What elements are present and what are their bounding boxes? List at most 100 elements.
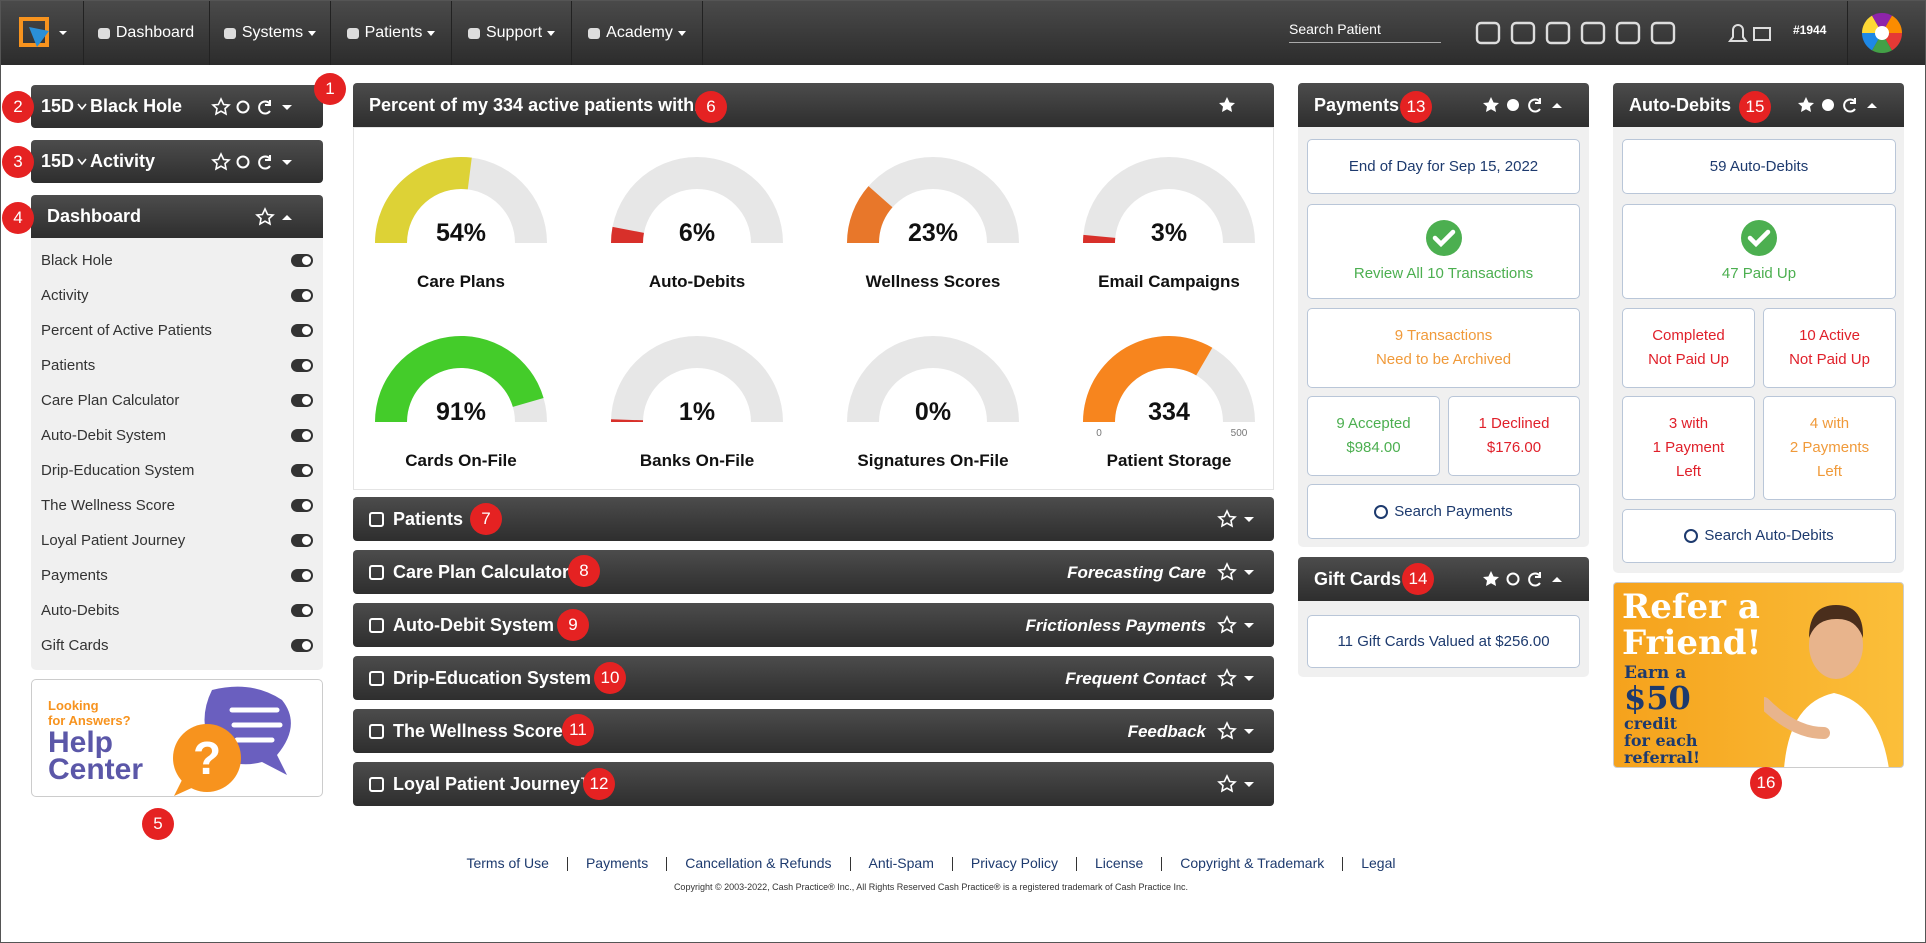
help-center[interactable]: ? Looking for Answers? Help Center [31, 679, 323, 797]
toggle[interactable] [291, 324, 313, 337]
caret-icon [1244, 729, 1254, 734]
nav-item[interactable]: Dashboard [83, 1, 210, 65]
panel-header[interactable]: Gift Cards [1298, 557, 1589, 601]
footer-separator [1342, 857, 1344, 871]
logo-mark [29, 27, 49, 47]
footer-link[interactable]: Payments [585, 855, 649, 871]
gauge-min: 0 [1096, 428, 1102, 439]
caret [77, 103, 87, 110]
top-nav: Dashboard Systems Patients Support Academy Se… [1, 1, 1925, 65]
bell-icon [1728, 24, 1748, 42]
header-icons [211, 152, 292, 171]
section-subtitle: Forecasting Care [1067, 563, 1206, 582]
panel-title: Dashboard [47, 206, 142, 226]
section-header[interactable]: Care Plan Calculator Forecasting Care [353, 550, 1274, 594]
toggle[interactable] [291, 429, 313, 442]
gauge-value [611, 419, 644, 422]
nav-item[interactable]: Academy [572, 1, 703, 65]
end-of-day[interactable]: End of Day for Sep 15, 2022 [1307, 139, 1580, 194]
nav-item[interactable]: Systems [210, 1, 331, 65]
toggle[interactable] [291, 499, 313, 512]
refresh-icon [1528, 572, 1541, 587]
header-icons [1219, 97, 1235, 112]
toggle[interactable] [291, 639, 313, 652]
caret-icon [1867, 103, 1877, 108]
gauge-label: Patient Storage [1107, 451, 1232, 470]
gift-summary[interactable]: 11 Gift Cards Valued at $256.00 [1307, 615, 1580, 668]
footer-link[interactable]: Privacy Policy [970, 855, 1059, 871]
star-icon [1798, 97, 1814, 112]
caret-icon [282, 215, 292, 220]
nav-item[interactable]: Support [452, 1, 572, 65]
footer-link[interactable]: Cancellation & Refunds [685, 855, 832, 871]
one-left-box[interactable]: 3 with 1 Payment Left [1622, 396, 1755, 500]
caret-icon [282, 160, 292, 165]
two-left-box[interactable]: 4 with 2 Payments Left [1763, 396, 1896, 500]
gauge-value-label: 3% [1151, 219, 1187, 247]
toggle[interactable] [291, 289, 313, 302]
gauge-track [1083, 156, 1255, 243]
face [1809, 611, 1863, 679]
panel-title: Auto-Debits [1629, 94, 1731, 115]
section-subtitle: Frequent Contact [1065, 669, 1206, 688]
panel-header[interactable]: Payments [1298, 83, 1589, 127]
accepted-box[interactable]: 9 Accepted $984.00 [1307, 396, 1440, 476]
star-icon [1217, 562, 1237, 581]
refer-banner[interactable]: Refer a Friend! Earn a $50 credit for each ref… [1613, 582, 1904, 768]
toggle[interactable] [291, 394, 313, 407]
footer-link[interactable]: Terms of Use [466, 855, 549, 871]
auto-debit-count[interactable]: 59 Auto-Debits [1622, 139, 1896, 194]
archive-box[interactable]: 9 Transactions Need to be Archived [1307, 308, 1580, 388]
panel-header[interactable]: Dashboard [31, 195, 323, 238]
toggle[interactable] [291, 254, 313, 267]
callout-badge: 7 [470, 503, 502, 535]
section-header[interactable]: Auto-Debit System Frictionless Payments [353, 603, 1274, 647]
check-icon [1426, 220, 1462, 256]
callout-badge: 3 [2, 146, 34, 178]
gauge-value [1083, 336, 1213, 422]
section-header[interactable]: Loyal Patient Journey™ [353, 762, 1274, 806]
search-input[interactable]: Search Patient [1289, 21, 1441, 43]
toggle[interactable] [291, 464, 313, 477]
gauge-label: Cards On-File [405, 451, 516, 470]
footer-link[interactable]: Legal [1361, 855, 1396, 871]
search-auto-debits[interactable]: Search Auto-Debits [1622, 509, 1896, 563]
active-box[interactable]: 10 Active Not Paid Up [1763, 308, 1896, 388]
footer-link[interactable]: License [1095, 855, 1144, 871]
panel-title: Black Hole [90, 96, 183, 116]
gauge-label: Auto-Debits [649, 272, 745, 291]
header-icons [1217, 668, 1254, 687]
refresh-icon [1528, 98, 1541, 113]
search-payments[interactable]: Search Payments [1307, 484, 1580, 539]
toggle[interactable] [291, 604, 313, 617]
list-item: Drip-Education System [41, 462, 195, 479]
declined-box[interactable]: 1 Declined $176.00 [1448, 396, 1580, 476]
nav-label: Support [485, 24, 543, 41]
callout-badge: 16 [1750, 767, 1782, 799]
header-icons [1798, 97, 1877, 113]
completed-box[interactable]: Completed Not Paid Up [1622, 308, 1755, 388]
toggle[interactable] [291, 359, 313, 372]
section-header[interactable]: Drip-Education System Frequent Contact [353, 656, 1274, 700]
toggle-knob [302, 326, 311, 335]
nav-label: Dashboard [115, 24, 195, 41]
nav-item[interactable]: Patients [331, 1, 452, 65]
panel-header[interactable]: Percent of my 334 active patients with..… [353, 83, 1274, 127]
footer-link[interactable]: Copyright & Trademark [1180, 855, 1325, 871]
footer-separator [666, 857, 668, 871]
toggle-knob [302, 361, 311, 370]
refer-text: for each [1624, 731, 1698, 750]
toggle[interactable] [291, 569, 313, 582]
footer-link[interactable]: Anti-Spam [868, 855, 934, 871]
callout-badge: 2 [2, 91, 34, 123]
section-header[interactable]: Patients [353, 497, 1274, 541]
nav-separator [83, 1, 84, 65]
paid-box[interactable]: 47 Paid Up [1622, 204, 1896, 299]
section-header[interactable]: The Wellness Score Feedback [353, 709, 1274, 753]
star-icon [1219, 97, 1235, 112]
toggle[interactable] [291, 534, 313, 547]
review-box[interactable]: Review All 10 Transactions [1307, 204, 1580, 299]
star-icon [1217, 615, 1237, 634]
panel-header[interactable]: 15D Activity [31, 140, 323, 183]
panel-header[interactable]: 15D Black Hole [31, 85, 323, 128]
